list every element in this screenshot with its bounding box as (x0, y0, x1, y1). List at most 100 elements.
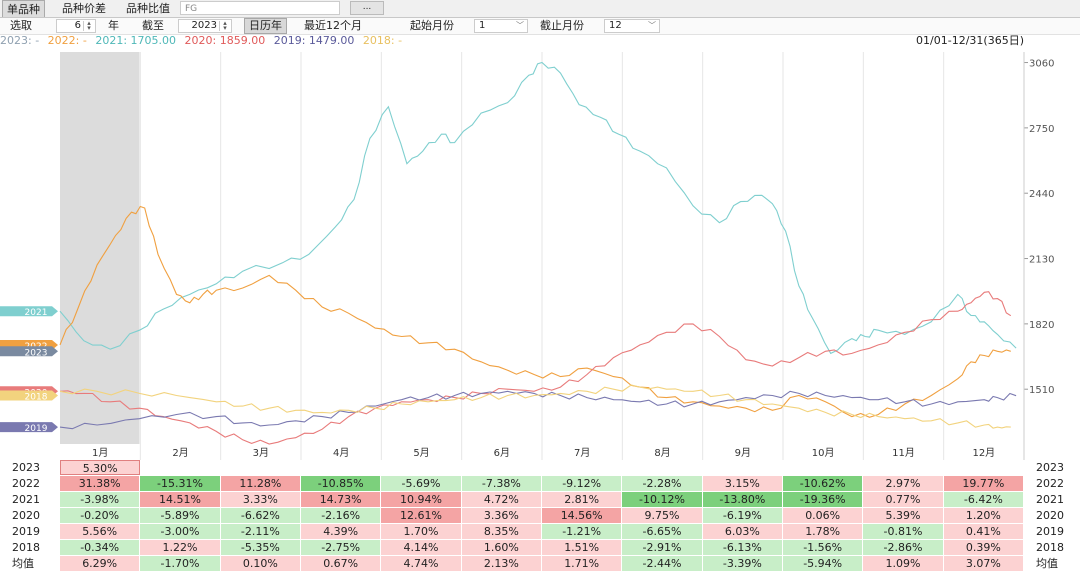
table-cell[interactable]: 1.51% (542, 540, 623, 555)
table-cell[interactable]: -0.81% (863, 524, 944, 539)
years-stepper[interactable]: 6 ▴ ▾ (56, 19, 96, 33)
table-cell[interactable]: -6.62% (220, 508, 301, 523)
table-cell[interactable]: 1.20% (943, 508, 1024, 523)
table-cell[interactable]: 0.06% (783, 508, 864, 523)
table-cell[interactable]: 0.77% (863, 492, 944, 507)
table-cell[interactable]: 19.77% (943, 476, 1024, 491)
tab-single[interactable]: 单品种 (2, 0, 45, 17)
table-cell[interactable]: -10.12% (622, 492, 703, 507)
table-cell[interactable]: 5.39% (863, 508, 944, 523)
table-cell[interactable] (542, 460, 623, 475)
symbol-input[interactable]: FG (180, 1, 340, 15)
table-cell[interactable]: 5.56% (60, 524, 141, 539)
table-cell[interactable]: 11.28% (220, 476, 301, 491)
tab-spread[interactable]: 品种价差 (62, 2, 106, 15)
table-cell[interactable]: 3.07% (943, 556, 1024, 571)
table-cell[interactable]: 5.30% (60, 460, 141, 475)
seasonal-chart[interactable]: 1月 2月 3月 4月 5月 6月 7月 8月 9月 10月 11月 12月 3060 2750 2440 2… (0, 48, 1080, 460)
table-cell[interactable]: 3.33% (220, 492, 301, 507)
table-cell[interactable]: -5.94% (783, 556, 864, 571)
table-cell[interactable]: -1.56% (783, 540, 864, 555)
table-cell[interactable]: 14.56% (542, 508, 623, 523)
table-cell[interactable]: -3.39% (702, 556, 783, 571)
table-cell[interactable]: 6.29% (60, 556, 141, 571)
calendar-year-button[interactable]: 日历年 (244, 18, 287, 34)
table-cell[interactable]: 12.61% (381, 508, 462, 523)
table-cell[interactable]: 4.72% (461, 492, 542, 507)
table-cell[interactable] (863, 460, 944, 475)
start-month-select[interactable]: 1 ﹀ (474, 19, 528, 33)
table-cell[interactable]: 1.70% (381, 524, 462, 539)
stepper-arrows-icon[interactable]: ▴ ▾ (83, 20, 94, 32)
table-cell[interactable]: -9.12% (542, 476, 623, 491)
table-cell[interactable]: -7.38% (461, 476, 542, 491)
table-cell[interactable]: 1.22% (140, 540, 221, 555)
table-cell[interactable]: -2.44% (622, 556, 703, 571)
table-cell[interactable]: 10.94% (381, 492, 462, 507)
table-cell[interactable]: -0.20% (60, 508, 141, 523)
recent-12-months-button[interactable]: 最近12个月 (304, 19, 362, 32)
table-cell[interactable]: -1.21% (542, 524, 623, 539)
row-year-label-right: 均值 (1036, 557, 1058, 570)
table-cell[interactable]: -6.13% (702, 540, 783, 555)
table-cell[interactable]: -6.19% (702, 508, 783, 523)
table-cell[interactable]: -10.62% (783, 476, 864, 491)
table-cell[interactable]: -3.98% (60, 492, 141, 507)
more-button[interactable]: ... (350, 1, 384, 15)
table-cell[interactable]: 3.36% (461, 508, 542, 523)
table-cell[interactable] (301, 460, 382, 475)
table-cell[interactable]: 6.03% (702, 524, 783, 539)
table-cell[interactable] (381, 460, 462, 475)
table-cell[interactable]: 4.14% (381, 540, 462, 555)
table-cell[interactable]: -6.42% (943, 492, 1024, 507)
table-cell[interactable]: -13.80% (702, 492, 783, 507)
table-cell[interactable]: -2.75% (301, 540, 382, 555)
table-cell[interactable] (462, 460, 542, 475)
table-cell[interactable]: -15.31% (140, 476, 221, 491)
table-cell[interactable]: -2.86% (863, 540, 944, 555)
table-cell[interactable]: 1.71% (542, 556, 623, 571)
table-cell[interactable]: 0.67% (301, 556, 382, 571)
table-cell[interactable] (622, 460, 703, 475)
table-cell[interactable]: 0.10% (220, 556, 301, 571)
table-cell[interactable]: -6.65% (622, 524, 703, 539)
stepper-arrows-icon[interactable]: ▴ ▾ (219, 20, 230, 32)
table-cell[interactable]: 2.13% (461, 556, 542, 571)
table-cell[interactable]: -1.70% (140, 556, 221, 571)
table-cell[interactable] (944, 460, 1024, 475)
table-cell[interactable]: 0.41% (943, 524, 1024, 539)
end-month-select[interactable]: 12 ﹀ (604, 19, 660, 33)
table-cell[interactable]: -5.89% (140, 508, 221, 523)
table-cell[interactable]: 8.35% (461, 524, 542, 539)
table-cell[interactable]: -10.85% (301, 476, 382, 491)
table-cell[interactable]: -19.36% (783, 492, 864, 507)
table-cell[interactable]: 2.81% (542, 492, 623, 507)
table-cell[interactable]: -5.69% (381, 476, 462, 491)
table-cell[interactable]: -2.16% (301, 508, 382, 523)
table-cell[interactable]: -0.34% (60, 540, 141, 555)
table-cell[interactable]: 2.97% (863, 476, 944, 491)
table-cell[interactable]: 1.09% (863, 556, 944, 571)
table-cell[interactable] (783, 460, 864, 475)
table-cell[interactable]: 3.15% (702, 476, 783, 491)
table-cell[interactable] (221, 460, 301, 475)
cutoff-stepper[interactable]: 2023 ▴ ▾ (178, 19, 232, 33)
table-cell[interactable]: -2.91% (622, 540, 703, 555)
table-cell[interactable]: 4.74% (381, 556, 462, 571)
table-cell[interactable]: 1.60% (461, 540, 542, 555)
table-cell[interactable]: -2.11% (220, 524, 301, 539)
table-cell[interactable]: 4.39% (301, 524, 382, 539)
table-cell[interactable]: 14.73% (301, 492, 382, 507)
table-cell[interactable] (140, 460, 221, 475)
table-cell[interactable]: -5.35% (220, 540, 301, 555)
table-cell[interactable] (703, 460, 783, 475)
tab-ratio[interactable]: 品种比值 (126, 2, 170, 15)
table-row: 2019 5.56% -3.00% -2.11% 4.39% 1.70% 8.35% -1.2… (0, 524, 1080, 540)
table-cell[interactable]: -2.28% (622, 476, 703, 491)
table-cell[interactable]: 31.38% (60, 476, 141, 491)
table-cell[interactable]: 0.39% (943, 540, 1024, 555)
table-cell[interactable]: 9.75% (622, 508, 703, 523)
table-cell[interactable]: 1.78% (783, 524, 864, 539)
table-cell[interactable]: 14.51% (140, 492, 221, 507)
table-cell[interactable]: -3.00% (140, 524, 221, 539)
